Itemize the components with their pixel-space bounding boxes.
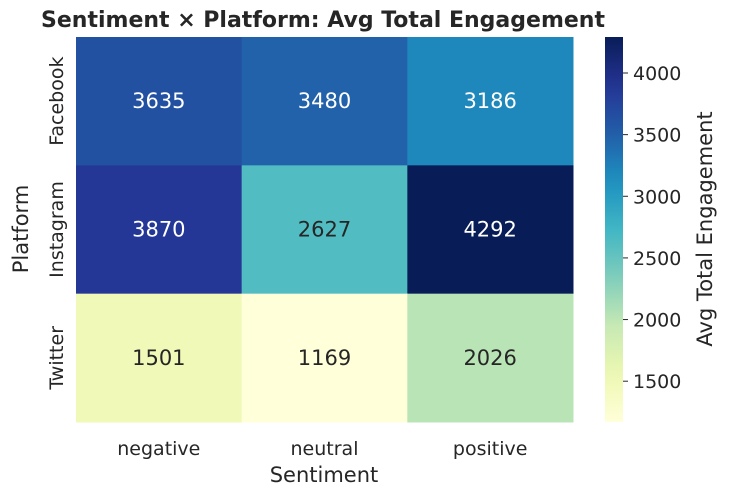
y-tick-labels: Facebook Instagram Twitter: [46, 57, 68, 391]
cell-value-label: 2627: [298, 218, 351, 242]
colorbar-ticks: 1500 2000 2500 3000 3500 4000: [623, 63, 681, 393]
heatmap-cells: 3635 3480 3186 3870 2627 4292 1501 1169 2026: [76, 37, 574, 423]
colorbar-tick-label: 3000: [633, 186, 681, 208]
y-axis-label: Platform: [9, 185, 33, 274]
cell-value-label: 3480: [298, 89, 351, 113]
cell-value-label: 1169: [298, 346, 351, 370]
y-tick-label: Twitter: [46, 326, 68, 391]
colorbar-tick-label: 1500: [633, 371, 681, 393]
x-tick-labels: negative neutral positive: [117, 438, 527, 460]
colorbar-tick-label: 2000: [633, 310, 681, 332]
heatmap-cell: [407, 293, 574, 423]
y-tick-label: Facebook: [46, 57, 68, 146]
heatmap-cell: [76, 293, 243, 423]
cell-value-label: 2026: [463, 346, 516, 370]
heatmap-cell: [407, 37, 574, 166]
colorbar: [605, 37, 623, 422]
x-tick-label: negative: [117, 438, 200, 460]
cell-value-label: 3635: [132, 89, 185, 113]
x-tick-label: positive: [453, 438, 528, 460]
chart-title: Sentiment × Platform: Avg Total Engageme…: [41, 8, 605, 33]
cell-value-label: 3870: [132, 218, 185, 242]
heatmap-cell: [241, 293, 408, 423]
cell-value-label: 1501: [132, 346, 185, 370]
cell-value-label: 4292: [463, 218, 516, 242]
x-tick-label: neutral: [291, 438, 359, 460]
colorbar-tick-label: 4000: [633, 63, 681, 85]
heatmap-cell: [241, 165, 408, 295]
heatmap-cell: [76, 37, 243, 166]
heatmap-cell: [407, 165, 574, 295]
heatmap-cell: [76, 165, 243, 295]
cell-value-label: 3186: [463, 89, 516, 113]
colorbar-label: Avg Total Engagement: [693, 111, 717, 346]
y-tick-label: Instagram: [46, 181, 68, 278]
x-axis-label: Sentiment: [270, 463, 379, 487]
heatmap-cell: [241, 37, 408, 166]
colorbar-tick-label: 2500: [633, 248, 681, 270]
colorbar-tick-label: 3500: [633, 125, 681, 147]
